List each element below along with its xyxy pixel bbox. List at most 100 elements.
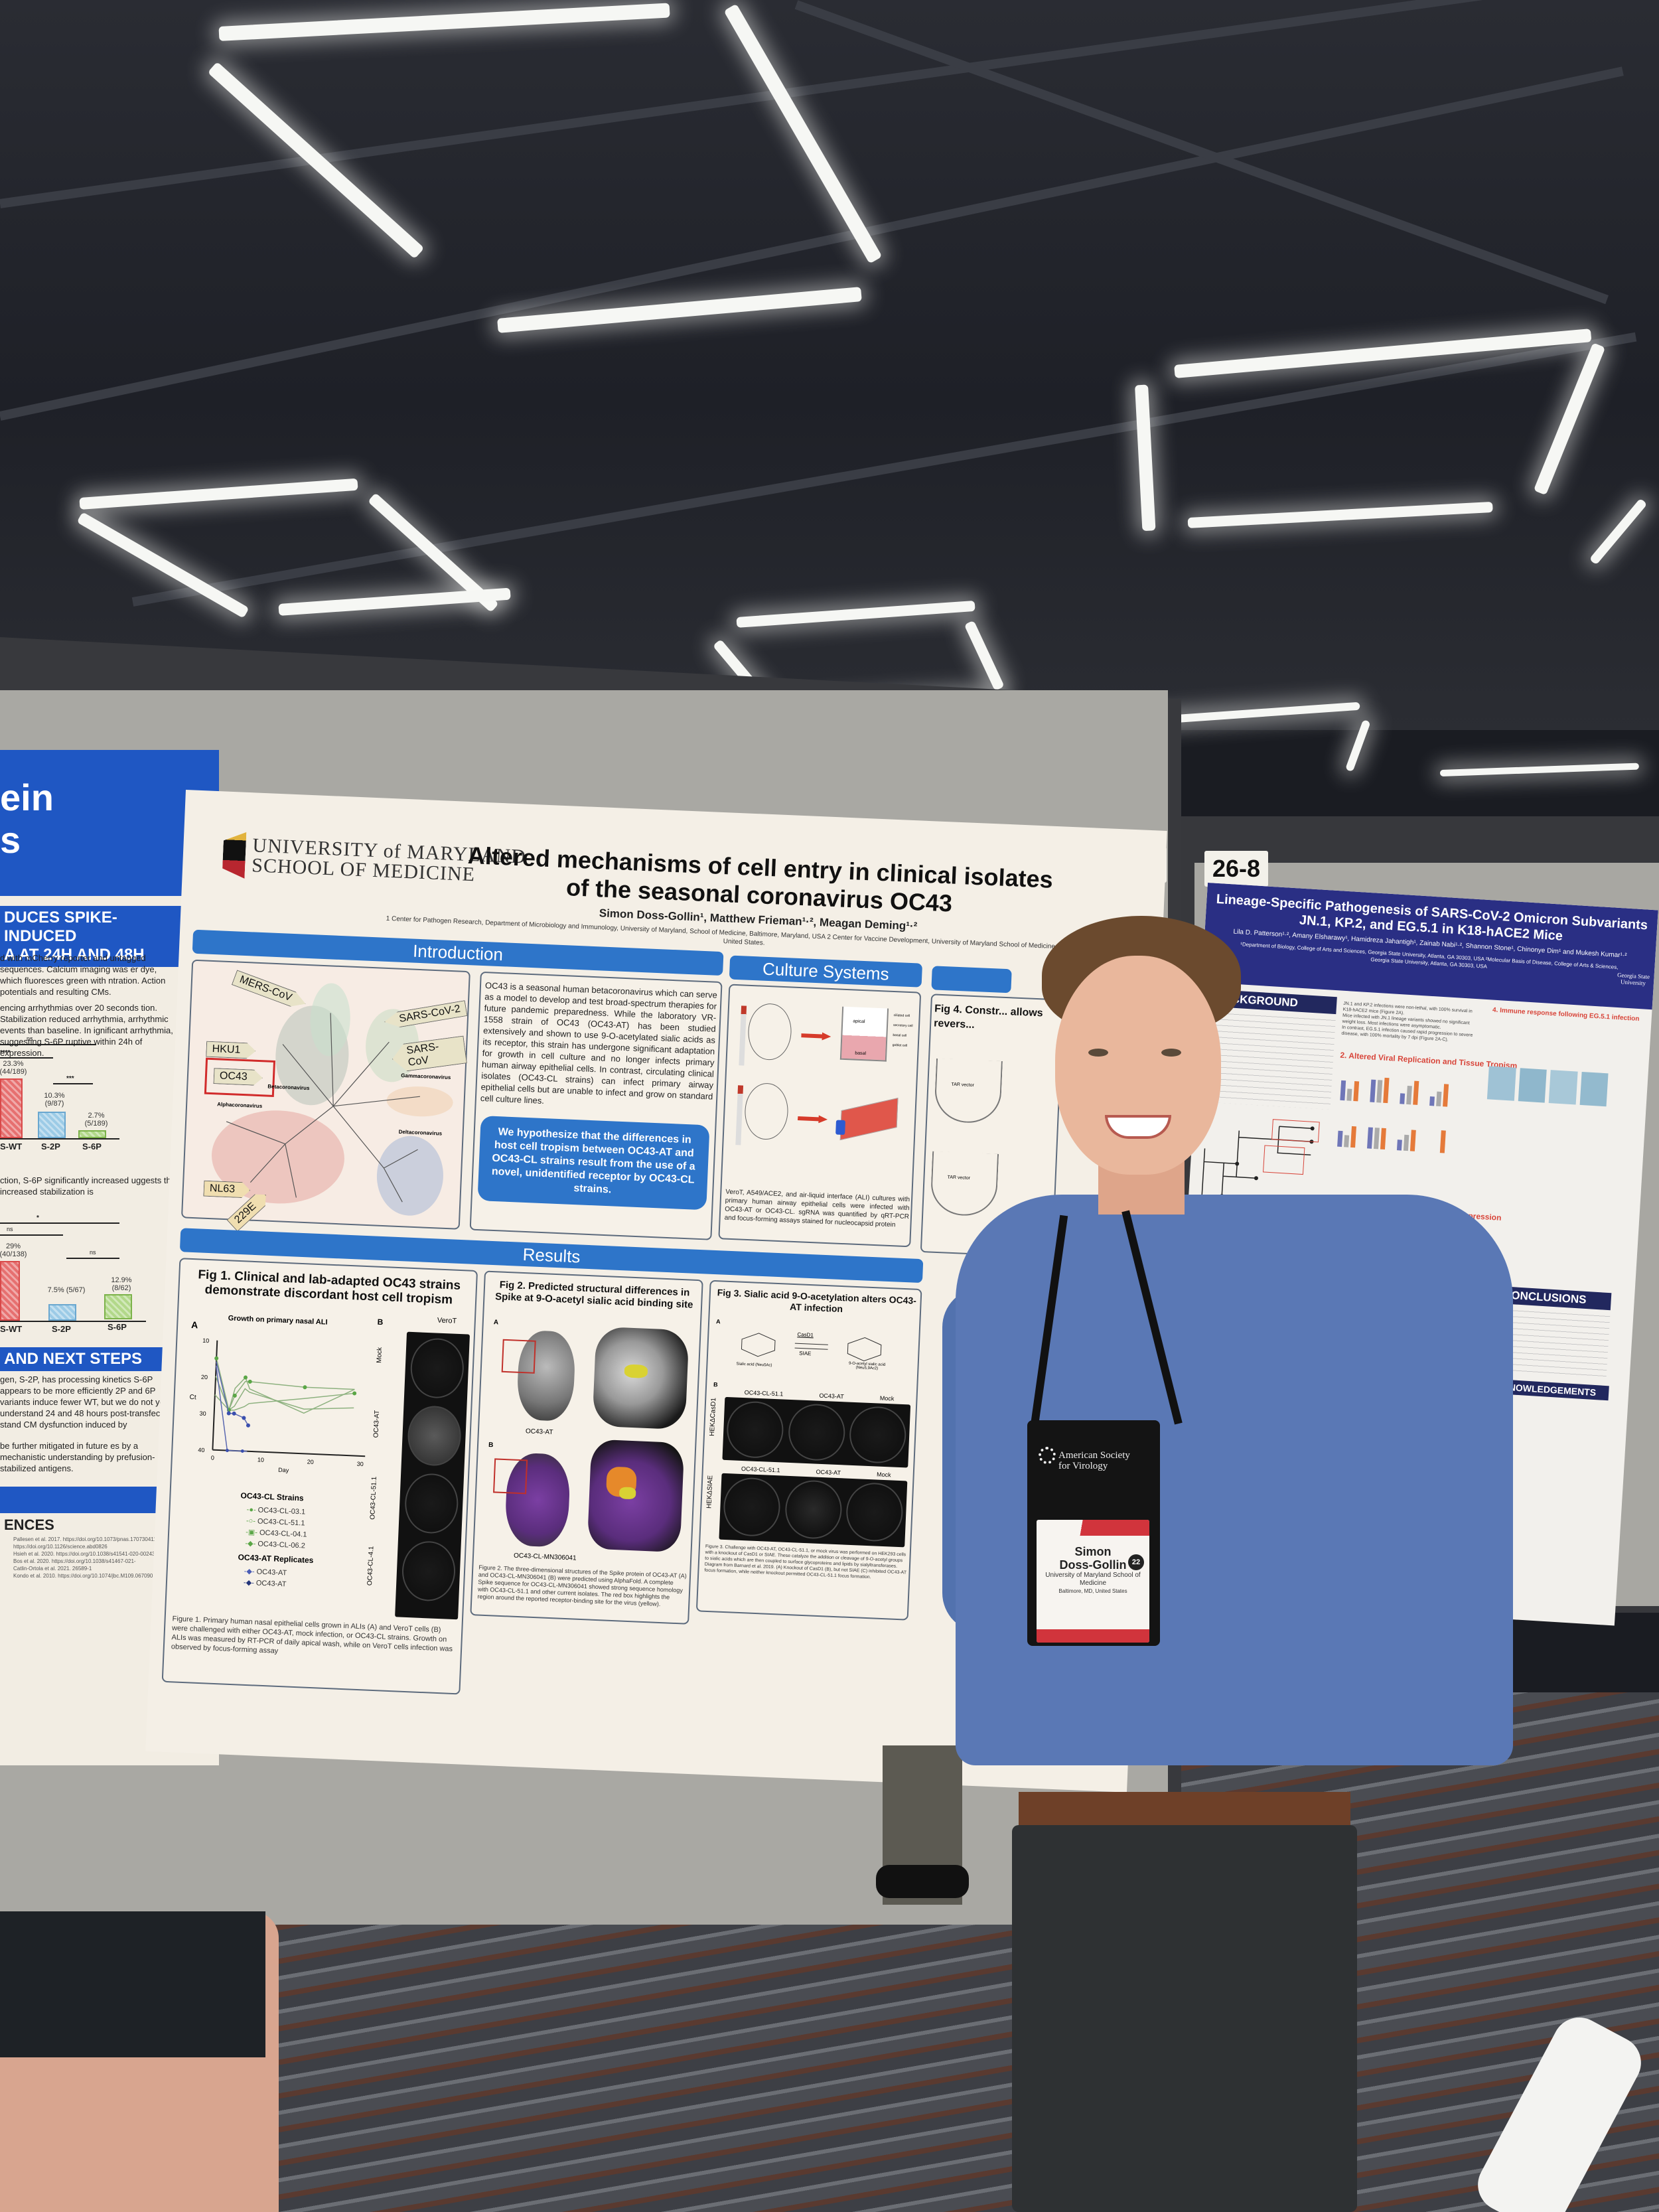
bar-value-label: 10.3% (9/87) [44, 1092, 65, 1108]
x-tick-label: S-2P [41, 1142, 60, 1151]
chart-title: Growth on primary nasal ALI [228, 1314, 328, 1327]
panel-label: A [493, 1319, 499, 1327]
ceiling-light [218, 3, 670, 41]
legend-marker-icon: -▣- [245, 1528, 260, 1537]
hek-casd1-assay-panel [722, 1396, 911, 1468]
smile [1105, 1115, 1171, 1139]
legend-label: OC43-CL-06.2 [257, 1540, 306, 1550]
reference-item: https://doi.org/10.1126/science.abd0826 [13, 1544, 108, 1550]
phylogeny-diagram [1198, 1119, 1320, 1235]
name-badge: Simon Doss-Gollin University of Maryland… [1037, 1520, 1149, 1643]
significance-label: * [36, 1215, 39, 1222]
ceiling-truss [794, 0, 1609, 305]
bar-s-wt [0, 1261, 20, 1321]
significance-bar [66, 1258, 119, 1259]
section-header: DUCES SPIKE-INDUCED A AT 24H AND 48H [0, 906, 186, 967]
assay-well [725, 1400, 785, 1459]
ceiling-light [1589, 498, 1648, 565]
well-label: OC43-CL-51.1 [369, 1476, 378, 1520]
fig3-title: Fig 3. Sialic acid 9-O-acetylation alter… [717, 1287, 917, 1315]
ceiling-light [79, 478, 358, 510]
badge-affiliation: University of Maryland School of Medicin… [1045, 1572, 1141, 1587]
bar-s-wt [0, 1078, 23, 1138]
svg-text:Day: Day [278, 1467, 289, 1474]
org-line: for Virology [1058, 1461, 1108, 1471]
structure-label: OC43-AT [525, 1428, 553, 1437]
legend-title: OC43-AT Replicates [238, 1552, 314, 1566]
apical-label: apical [853, 1019, 865, 1025]
badge-number: 22 [1128, 1554, 1144, 1570]
legend-marker-icon: -◆- [243, 1578, 257, 1587]
arrow-right-icon [798, 1114, 828, 1124]
badge-last-name: Doss-Gollin [1059, 1558, 1127, 1572]
trousers [1012, 1825, 1357, 2212]
binding-site-box [501, 1339, 536, 1374]
column-label: Mock [879, 1394, 895, 1402]
ceiling-truss [0, 66, 1624, 421]
sneaker [876, 1865, 969, 1898]
significance-label: ns [90, 1249, 96, 1256]
fig1-box: Fig 1. Clinical and lab-adapted OC43 str… [161, 1258, 478, 1695]
swab-tube-icon [735, 1085, 744, 1145]
svg-text:10: 10 [257, 1456, 264, 1463]
significance-bar [0, 1057, 53, 1059]
verot-focus-assay-panel [395, 1331, 470, 1620]
column-label: OC43-CL-51.1 [741, 1465, 780, 1474]
fig1-caption: Figure 1. Primary human nasal epithelial… [171, 1615, 453, 1655]
legend-label: OC43-CL-03.1 [257, 1506, 306, 1516]
significance-label: **** [0, 1049, 11, 1057]
legend-cl-strains: -●- OC43-CL-03.1 -○- OC43-CL-51.1 -▣- OC… [245, 1505, 308, 1552]
fig2-caption: Figure 2. The three-dimensional structur… [477, 1564, 687, 1608]
section-header-line: DUCES SPIKE-INDUCED [4, 909, 117, 945]
x-tick-label: S-6P [108, 1322, 127, 1332]
x-tick-label: S-WT [0, 1324, 23, 1334]
legend-label: OC43-AT [256, 1568, 287, 1578]
hypothesis-callout: We hypothesize that the differences in h… [477, 1116, 710, 1211]
ceiling-light [736, 600, 975, 628]
significance-label: ns [27, 1035, 33, 1042]
transwell-diagram: apical basal [839, 1006, 889, 1062]
assay-well [845, 1481, 904, 1543]
significance-bar [0, 1222, 119, 1224]
flow-plot [1579, 1071, 1609, 1107]
ceiling-light [964, 620, 1005, 692]
legend-item: -◆- OC43-CL-06.2 [245, 1538, 307, 1552]
legend-item: goblet cell [892, 1043, 908, 1048]
growth-line-chart: 10 20 30 40 0 10 20 30 Day Ct [189, 1337, 366, 1474]
significance-bar [0, 1044, 96, 1045]
presenter: American Society for Virology Simon Doss… [942, 916, 1526, 2212]
bar-value-label: 12.9% (8/62) [111, 1276, 132, 1292]
row-label: HEKΔCasD1 [708, 1397, 718, 1437]
svg-text:0: 0 [211, 1454, 214, 1461]
column-label: Mock [876, 1471, 891, 1479]
bar-s-6p [104, 1294, 132, 1319]
assay-well [722, 1476, 782, 1538]
cell-type-legend: ciliated cell secretory cell basal cell … [892, 1011, 920, 1052]
flask-cap-icon [835, 1120, 846, 1136]
enzyme-label: SIAE [799, 1350, 812, 1357]
legend-item: -◆- OC43-AT [244, 1578, 287, 1591]
significance-label: ns [7, 1226, 13, 1232]
well-label: OC43-AT [372, 1410, 382, 1438]
legend-label: OC43-CL-51.1 [257, 1517, 305, 1528]
well-label: Mock [376, 1347, 384, 1364]
badge-location: Baltimore, MD, United States [1058, 1588, 1127, 1594]
bar-s-6p [78, 1130, 106, 1138]
fig2-title: Fig 2. Predicted structural differences … [494, 1279, 693, 1311]
panel-label: B [377, 1317, 384, 1327]
fig2-box: Fig 2. Predicted structural differences … [470, 1270, 703, 1625]
legend-label: OC43-AT [255, 1579, 287, 1589]
y-tick: 10 [202, 1337, 209, 1344]
eye-right [1161, 1049, 1181, 1057]
assay-well [406, 1404, 463, 1467]
svg-text:20: 20 [307, 1459, 314, 1465]
bar-s-2p [38, 1112, 66, 1138]
binding-site-yellow [624, 1364, 648, 1378]
panel-label: B [713, 1381, 718, 1388]
y-tick: 40 [198, 1447, 204, 1453]
x-axis [0, 1321, 146, 1322]
ceiling-light [1135, 384, 1156, 532]
sialic-acid-structure-diagram [741, 1333, 882, 1362]
x-tick-label: S-6P [82, 1142, 102, 1151]
